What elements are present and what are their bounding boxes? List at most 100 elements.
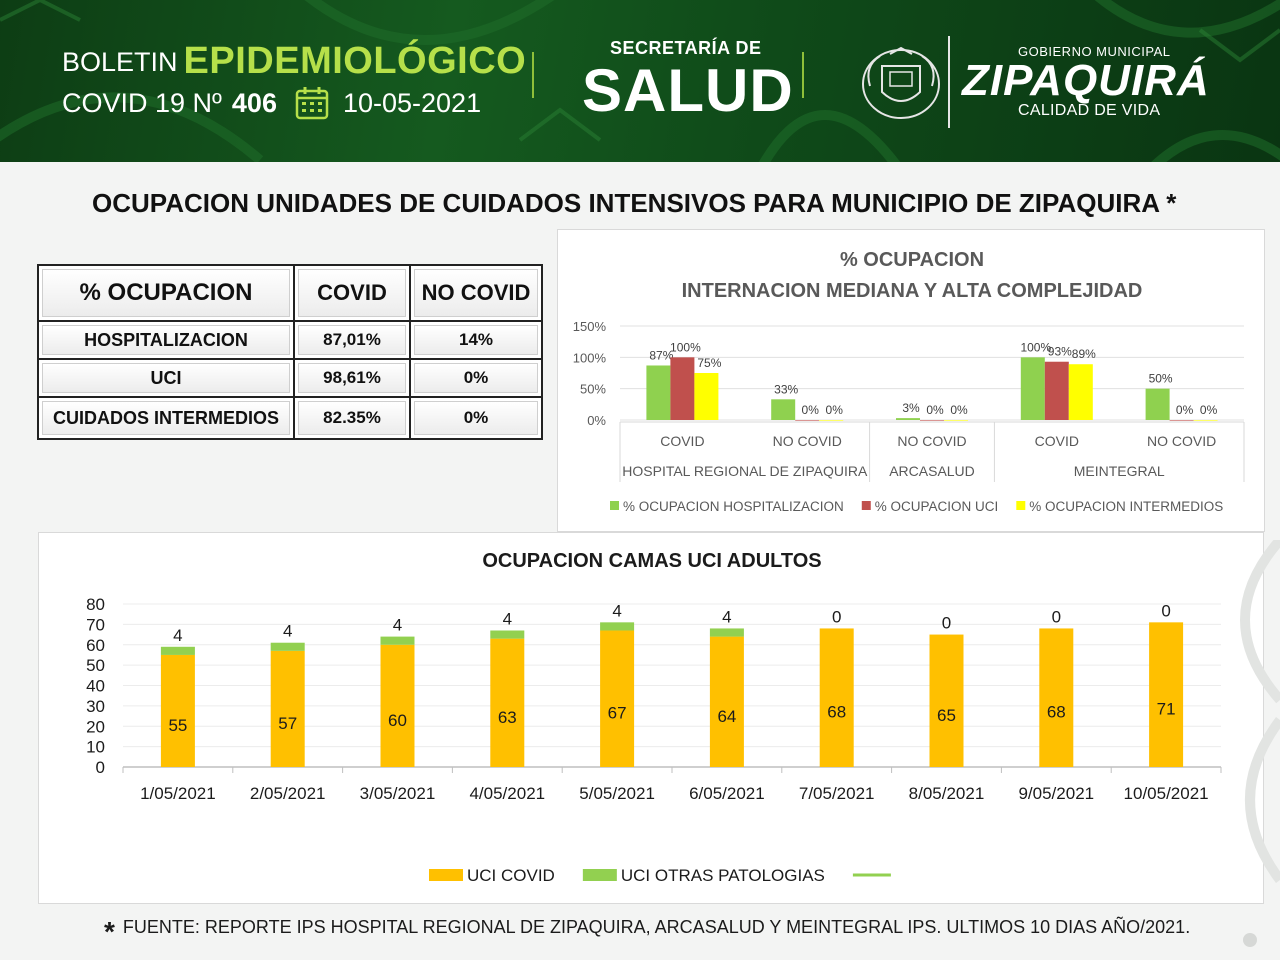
data-label: 0 bbox=[1161, 601, 1170, 620]
data-label: 0% bbox=[1176, 403, 1194, 417]
uci-beds-chart-panel: OCUPACION CAMAS UCI ADULTOS 80 70 60 50 40 30 2… bbox=[38, 532, 1264, 904]
bar bbox=[920, 420, 944, 421]
no-covid-value: 14% bbox=[414, 325, 538, 355]
y-tick-label: 50 bbox=[86, 656, 105, 675]
bar-uci-otras bbox=[160, 646, 195, 655]
x-tick-label: 3/05/2021 bbox=[360, 784, 436, 803]
y-tick-label: 150% bbox=[573, 319, 607, 334]
table-header-cell: NO COVID bbox=[409, 264, 543, 322]
bar bbox=[1044, 361, 1069, 420]
x-tick-label: COVID bbox=[1035, 433, 1079, 449]
bar bbox=[795, 420, 820, 421]
bar-uci-covid bbox=[160, 654, 195, 767]
occupancy-percent-chart: % OCUPACION INTERNACION MEDIANA Y ALTA CO… bbox=[573, 249, 1245, 514]
x-tick-label: 8/05/2021 bbox=[909, 784, 985, 803]
x-tick-label: 10/05/2021 bbox=[1124, 784, 1209, 803]
gobierno-label: GOBIERNO MUNICIPAL bbox=[1018, 44, 1171, 59]
x-tick-label: NO COVID bbox=[897, 433, 966, 449]
x-tick-label: 1/05/2021 bbox=[140, 784, 216, 803]
y-tick-label: 40 bbox=[86, 677, 105, 696]
table-row-label: CUIDADOS INTERMEDIOS bbox=[37, 396, 295, 440]
lema-label: CALIDAD DE VIDA bbox=[1018, 102, 1161, 119]
data-label: 65 bbox=[937, 706, 956, 725]
y-tick-label: 100% bbox=[573, 350, 607, 365]
x-tick-label: NO COVID bbox=[1147, 433, 1216, 449]
zipaquira-logo-text: ZIPAQUIRÁ bbox=[962, 56, 1210, 105]
y-tick-label: 70 bbox=[86, 615, 105, 634]
data-label: 33% bbox=[774, 382, 798, 396]
table-cell-no-covid: 0% bbox=[409, 396, 543, 440]
footnote-text: FUENTE: REPORTE IPS HOSPITAL REGIONAL DE… bbox=[122, 917, 1191, 937]
epidemiologico-word: EPIDEMIOLÓGICO bbox=[183, 40, 527, 82]
y-tick-label: 80 bbox=[86, 595, 105, 614]
row-label: UCI bbox=[42, 363, 290, 393]
data-label: 68 bbox=[1047, 703, 1066, 722]
table-row-label: UCI bbox=[37, 358, 295, 398]
bar-uci-covid bbox=[380, 644, 415, 767]
header-divider bbox=[802, 52, 804, 98]
data-label: 4 bbox=[612, 601, 621, 620]
legend-label: % OCUPACION UCI bbox=[875, 499, 999, 514]
y-tick-label: 50% bbox=[580, 382, 606, 397]
data-label: 0 bbox=[942, 614, 951, 633]
table-header-label: COVID bbox=[298, 269, 406, 317]
table-header-cell: % OCUPACION bbox=[37, 264, 295, 322]
table-header-label: NO COVID bbox=[414, 269, 538, 317]
bar-uci-otras bbox=[709, 628, 744, 637]
bar-uci-covid bbox=[1149, 622, 1184, 767]
data-label: 0% bbox=[1200, 403, 1218, 417]
table-cell-no-covid: 0% bbox=[409, 358, 543, 398]
bar-uci-otras bbox=[380, 636, 415, 645]
data-label: 0 bbox=[1052, 607, 1061, 626]
bulletin-date: 10-05-2021 bbox=[342, 87, 482, 118]
bar-uci-otras bbox=[270, 642, 305, 651]
data-label: 0% bbox=[802, 403, 820, 417]
bar bbox=[944, 420, 968, 421]
table-cell-covid: 82.35% bbox=[293, 396, 411, 440]
chart-title: OCUPACION CAMAS UCI ADULTOS bbox=[482, 550, 821, 572]
x-tick-label: 5/05/2021 bbox=[579, 784, 655, 803]
data-label: 55 bbox=[168, 716, 187, 735]
bar bbox=[694, 373, 719, 420]
bar-uci-covid bbox=[490, 638, 525, 767]
data-label: 63 bbox=[498, 708, 517, 727]
bar bbox=[1193, 420, 1218, 421]
data-label: 0% bbox=[926, 403, 944, 417]
data-label: 4 bbox=[503, 609, 512, 628]
group-label: MEINTEGRAL bbox=[1074, 463, 1165, 479]
data-label: 75% bbox=[697, 356, 721, 370]
legend-swatch bbox=[610, 501, 619, 510]
corner-pattern bbox=[1240, 540, 1280, 947]
table-cell-covid: 87,01% bbox=[293, 320, 411, 360]
data-label: 4 bbox=[173, 626, 182, 645]
boletin-word: BOLETIN bbox=[62, 47, 178, 77]
legend-swatch bbox=[861, 501, 871, 510]
table-cell-no-covid: 14% bbox=[409, 320, 543, 360]
calendar-icon bbox=[295, 86, 329, 120]
bar bbox=[771, 399, 796, 420]
row-label: HOSPITALIZACION bbox=[42, 325, 290, 355]
legend-swatch bbox=[582, 869, 617, 881]
occupancy-table: % OCUPACION COVID NO COVID HOSPITALIZACI… bbox=[37, 264, 543, 440]
data-label: 89% bbox=[1072, 347, 1096, 361]
data-label: 67 bbox=[608, 704, 627, 723]
y-tick-label: 10 bbox=[86, 738, 105, 757]
banner-pattern bbox=[0, 0, 1280, 162]
municipal-seal-icon bbox=[862, 46, 940, 119]
data-label: 64 bbox=[717, 707, 736, 726]
footnote-star: * bbox=[104, 916, 115, 947]
boletin-title: BOLETIN EPIDEMIOLÓGICO bbox=[62, 38, 527, 82]
bar bbox=[1068, 364, 1093, 420]
data-label: 0% bbox=[826, 403, 844, 417]
header-banner: BOLETIN EPIDEMIOLÓGICO COVID 19 Nº 406 10… bbox=[0, 0, 1280, 162]
table-header-label: % OCUPACION bbox=[42, 269, 290, 317]
legend-label: % OCUPACION HOSPITALIZACION bbox=[623, 499, 844, 514]
bar-uci-covid bbox=[270, 650, 305, 767]
legend-label: % OCUPACION INTERMEDIOS bbox=[1029, 499, 1223, 514]
data-label: 0 bbox=[832, 607, 841, 626]
header-divider bbox=[948, 36, 950, 128]
data-label: 57 bbox=[278, 714, 297, 733]
bar bbox=[896, 418, 920, 420]
source-footnote: * FUENTE: REPORTE IPS HOSPITAL REGIONAL D… bbox=[104, 908, 1191, 947]
data-label: 60 bbox=[388, 711, 407, 730]
